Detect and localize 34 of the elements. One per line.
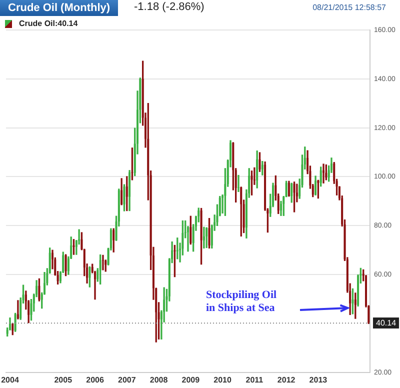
ref-line-label: 40.14: [373, 318, 400, 329]
candlestick: [202, 226, 205, 248]
annotation: Stockpiling Oil in Ships at Sea: [206, 289, 277, 315]
candlestick: [200, 208, 202, 265]
candlestick: [38, 278, 40, 302]
chart-title: Crude Oil (Monthly): [0, 0, 118, 16]
x-tick-label: 2012: [277, 375, 296, 384]
candlestick: [16, 300, 19, 320]
x-tick-label: 2007: [118, 375, 136, 384]
x-tick-label: 2013: [309, 375, 328, 384]
candlestick: [102, 254, 104, 270]
candlestick: [123, 184, 126, 212]
candlestick: [258, 152, 261, 172]
candlestick: [88, 266, 91, 288]
x-tick-label: 2011: [246, 375, 264, 384]
text: 08/21/2015 12:58:57: [312, 3, 386, 12]
candlestick: [14, 312, 16, 332]
candlestick: [64, 254, 67, 276]
x-tick-label: 2006: [86, 375, 104, 384]
candlestick: [352, 288, 354, 314]
candlestick: [293, 182, 296, 212]
x-tick-label: 2004: [1, 375, 20, 384]
candlestick: [317, 180, 320, 199]
x-tick-label: 2010: [214, 375, 232, 384]
candlestick: [250, 170, 253, 196]
x-tick-label: 2009: [182, 375, 200, 384]
candlestick: [174, 244, 176, 278]
legend-label: Crude Oil:40.14: [19, 19, 78, 28]
candlestick: [208, 218, 210, 248]
x-tick-label: 2008: [150, 375, 168, 384]
x-tick-label: 2005: [54, 375, 73, 384]
candlestick: [131, 148, 134, 180]
candlestick: [322, 164, 324, 184]
chart-subtitle: -1.18 (-2.86%): [132, 1, 206, 13]
